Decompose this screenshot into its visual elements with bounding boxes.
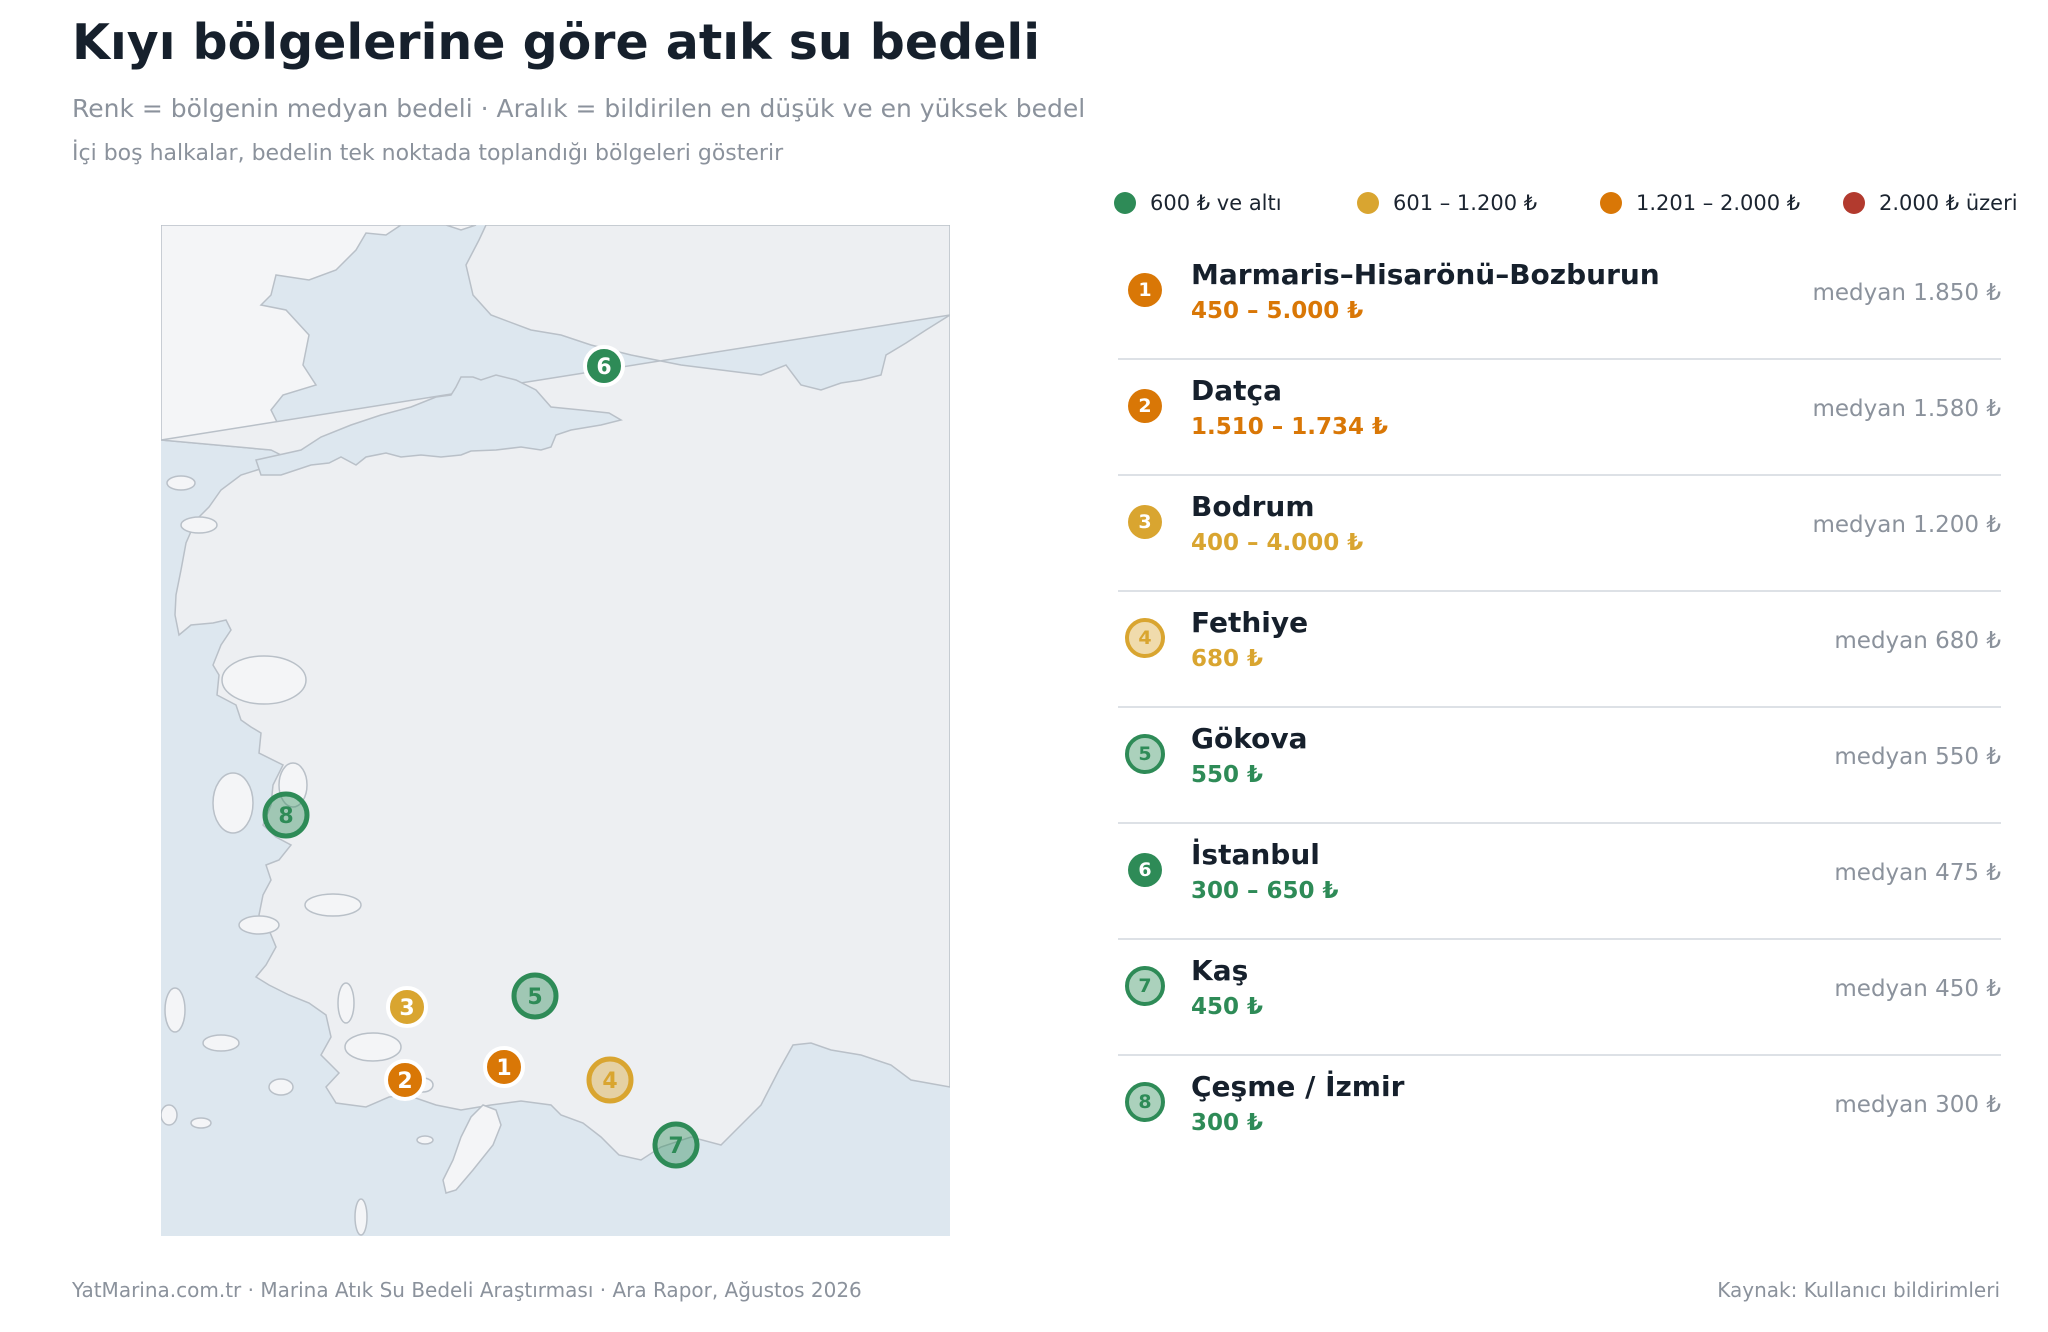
- region-number-badge: 6: [1128, 853, 1162, 887]
- map-marker-label: 4: [602, 1069, 617, 1094]
- legend-label: 601 – 1.200 ₺: [1393, 191, 1538, 215]
- map-marker-1[interactable]: 1: [483, 1046, 525, 1088]
- map-marker-label: 3: [399, 996, 414, 1021]
- region-median: medyan 450 ₺: [1834, 976, 2001, 1002]
- legend-item-high: 1.201 – 2.000 ₺: [1600, 188, 1800, 218]
- legend-label: 2.000 ₺ üzeri: [1879, 191, 2018, 215]
- legend-swatch: [1600, 192, 1622, 214]
- region-name: Çeşme / İzmir: [1191, 1070, 1405, 1103]
- region-median: medyan 550 ₺: [1834, 744, 2001, 770]
- region-row[interactable]: 3 Bodrum 400 – 4.000 ₺ medyan 1.200 ₺: [1118, 474, 2001, 592]
- region-number-badge: 7: [1125, 966, 1165, 1006]
- legend-swatch: [1114, 192, 1136, 214]
- region-row[interactable]: 4 Fethiye 680 ₺ medyan 680 ₺: [1118, 590, 2001, 708]
- region-number-badge: 2: [1128, 389, 1162, 423]
- map-marker-5[interactable]: 5: [511, 972, 559, 1020]
- region-row[interactable]: 1 Marmaris–Hisarönü–Bozburun 450 – 5.000…: [1118, 242, 2001, 360]
- region-number-badge: 4: [1125, 618, 1165, 658]
- map-marker-7[interactable]: 7: [652, 1121, 700, 1169]
- map-marker-label: 8: [278, 804, 293, 829]
- island-rhodes: [442, 1104, 502, 1194]
- page-note: İçi boş halkalar, bedelin tek noktada to…: [72, 141, 784, 166]
- page-subtitle: Renk = bölgenin medyan bedeli · Aralık =…: [72, 94, 1086, 123]
- color-legend: 600 ₺ ve altı 601 – 1.200 ₺ 1.201 – 2.00…: [1114, 188, 2048, 218]
- region-row[interactable]: 5 Gökova 550 ₺ medyan 550 ₺: [1118, 706, 2001, 824]
- region-median: medyan 300 ₺: [1834, 1092, 2001, 1118]
- map-marker-label: 5: [527, 985, 542, 1010]
- legend-item-low: 600 ₺ ve altı: [1114, 188, 1282, 218]
- region-row[interactable]: 2 Datça 1.510 – 1.734 ₺ medyan 1.580 ₺: [1118, 358, 2001, 476]
- sea-marmara: [255, 374, 623, 476]
- map-marker-label: 1: [496, 1056, 511, 1081]
- region-name: İstanbul: [1191, 838, 1320, 871]
- legend-label: 1.201 – 2.000 ₺: [1636, 191, 1801, 215]
- map-marker-2[interactable]: 2: [384, 1059, 426, 1101]
- region-range: 1.510 – 1.734 ₺: [1191, 414, 1389, 440]
- map-marker-6[interactable]: 6: [583, 345, 625, 387]
- region-range: 300 – 650 ₺: [1191, 878, 1339, 904]
- region-median: medyan 680 ₺: [1834, 628, 2001, 654]
- map-marker-label: 7: [668, 1134, 683, 1159]
- region-range: 680 ₺: [1191, 646, 1264, 672]
- map-marker-3[interactable]: 3: [386, 986, 428, 1028]
- map-marker-label: 2: [397, 1069, 412, 1094]
- map-marker-8[interactable]: 8: [262, 791, 310, 839]
- region-median: medyan 1.850 ₺: [1812, 280, 2001, 306]
- region-name: Gökova: [1191, 722, 1308, 755]
- land-thrace: [161, 225, 477, 451]
- page-title: Kıyı bölgelerine göre atık su bedeli: [72, 14, 1041, 71]
- legend-swatch: [1357, 192, 1379, 214]
- region-name: Datça: [1191, 374, 1283, 407]
- region-range: 450 – 5.000 ₺: [1191, 298, 1364, 324]
- map-marker-label: 6: [596, 355, 611, 380]
- region-markers: 1 2 3 4 5 6 7 8: [262, 345, 700, 1169]
- region-number-badge: 3: [1128, 505, 1162, 539]
- map-marker-4[interactable]: 4: [586, 1056, 634, 1104]
- legend-label: 600 ₺ ve altı: [1150, 191, 1282, 215]
- region-row[interactable]: 6 İstanbul 300 – 650 ₺ medyan 475 ₺: [1118, 822, 2001, 940]
- legend-item-mid: 601 – 1.200 ₺: [1357, 188, 1537, 218]
- region-name: Marmaris–Hisarönü–Bozburun: [1191, 258, 1660, 291]
- region-number-badge: 5: [1125, 734, 1165, 774]
- region-median: medyan 475 ₺: [1834, 860, 2001, 886]
- region-range: 550 ₺: [1191, 762, 1264, 788]
- map: 1 2 3 4 5 6 7 8: [161, 225, 950, 1236]
- region-range: 400 – 4.000 ₺: [1191, 530, 1364, 556]
- region-row[interactable]: 7 Kaş 450 ₺ medyan 450 ₺: [1118, 938, 2001, 1056]
- region-name: Fethiye: [1191, 606, 1309, 639]
- legend-item-top: 2.000 ₺ üzeri: [1843, 188, 2018, 218]
- region-range: 300 ₺: [1191, 1110, 1264, 1136]
- region-number-badge: 8: [1125, 1082, 1165, 1122]
- region-median: medyan 1.200 ₺: [1812, 512, 2001, 538]
- region-median: medyan 1.580 ₺: [1812, 396, 2001, 422]
- region-range: 450 ₺: [1191, 994, 1264, 1020]
- legend-swatch: [1843, 192, 1865, 214]
- region-name: Kaş: [1191, 954, 1249, 987]
- region-number-badge: 1: [1128, 273, 1162, 307]
- footer-credit: YatMarina.com.tr · Marina Atık Su Bedeli…: [72, 1278, 862, 1302]
- region-name: Bodrum: [1191, 490, 1315, 523]
- region-row[interactable]: 8 Çeşme / İzmir 300 ₺ medyan 300 ₺: [1118, 1054, 2001, 1170]
- footer-source: Kaynak: Kullanıcı bildirimleri: [1717, 1278, 2000, 1302]
